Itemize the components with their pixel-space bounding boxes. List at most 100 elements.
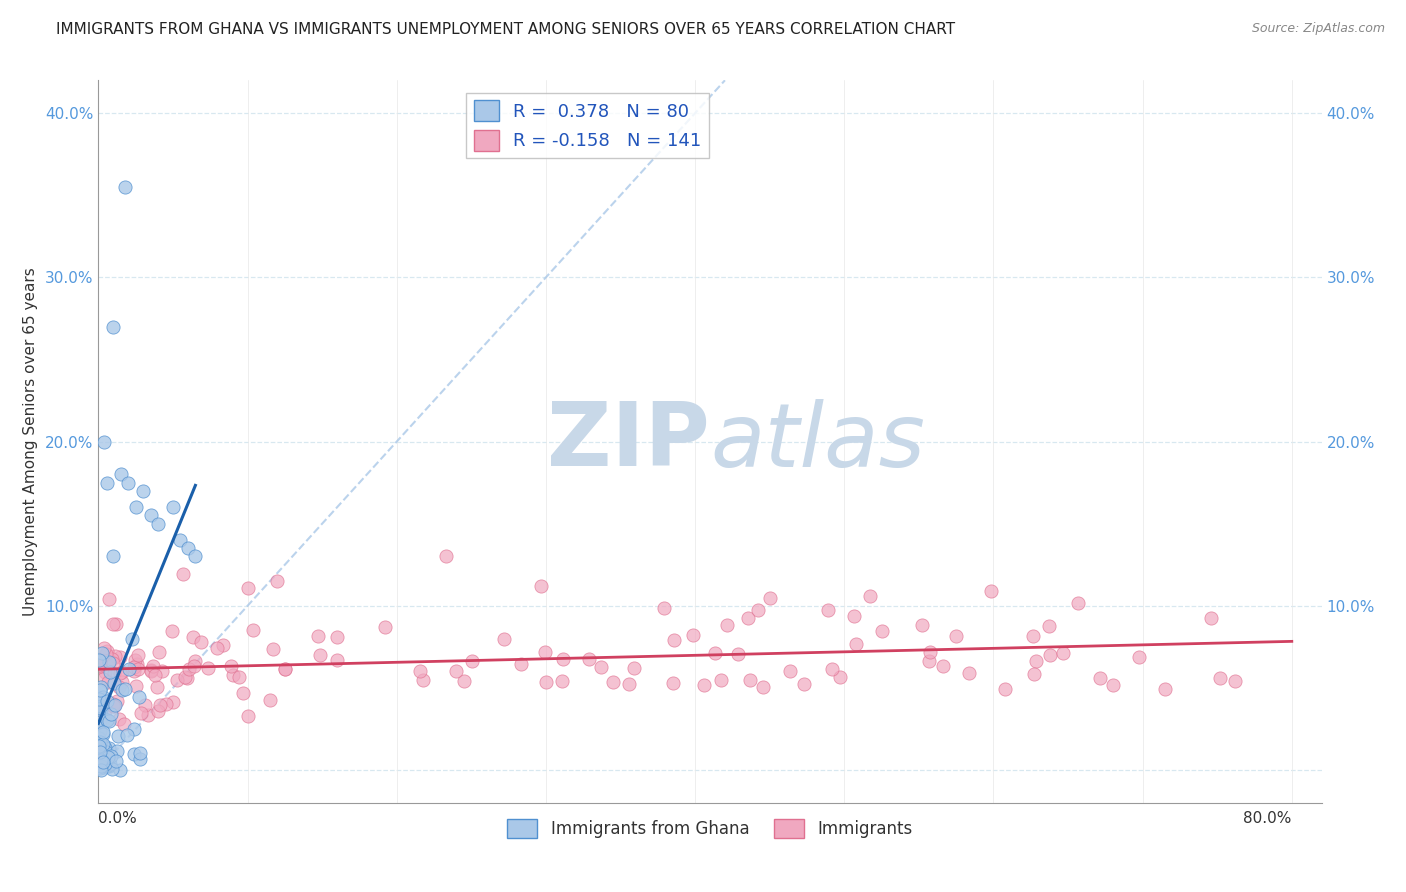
Point — [128, 690, 150, 705]
Point — [104, 617, 127, 632]
Point — [96, 759, 118, 773]
Point — [108, 763, 131, 777]
Point — [101, 698, 124, 713]
Point — [90, 698, 112, 713]
Point — [98, 756, 121, 771]
Point — [326, 630, 349, 644]
Point — [93, 760, 115, 774]
Point — [103, 665, 125, 680]
Point — [129, 752, 152, 766]
Point — [89, 692, 111, 706]
Point — [494, 632, 516, 646]
Point — [91, 755, 114, 769]
Point — [96, 713, 118, 727]
Point — [1209, 671, 1232, 685]
Point — [177, 662, 200, 676]
Point — [91, 756, 114, 771]
Point — [716, 618, 738, 632]
Point — [1128, 650, 1150, 665]
Point — [174, 670, 197, 684]
Point — [103, 319, 125, 334]
Point — [534, 675, 557, 690]
Point — [232, 686, 254, 700]
Text: 0.0%: 0.0% — [98, 811, 138, 826]
Point — [169, 533, 191, 547]
Point — [121, 632, 143, 647]
Point — [1052, 646, 1074, 660]
Point — [434, 549, 457, 564]
Text: ZIP: ZIP — [547, 398, 710, 485]
Point — [89, 761, 111, 775]
Point — [98, 714, 121, 728]
Point — [98, 656, 121, 670]
Point — [107, 712, 129, 726]
Point — [460, 654, 482, 668]
Point — [236, 709, 259, 723]
Text: 80.0%: 80.0% — [1243, 811, 1292, 826]
Point — [89, 682, 111, 697]
Point — [920, 645, 942, 659]
Point — [93, 640, 115, 655]
Point — [1022, 666, 1045, 681]
Point — [108, 666, 131, 681]
Point — [136, 707, 159, 722]
Point — [980, 583, 1002, 598]
Point — [662, 633, 685, 648]
Point — [1223, 674, 1246, 689]
Point — [90, 698, 112, 713]
Point — [90, 701, 112, 715]
Point — [93, 739, 115, 753]
Text: IMMIGRANTS FROM GHANA VS IMMIGRANTS UNEMPLOYMENT AMONG SENIORS OVER 65 YEARS COR: IMMIGRANTS FROM GHANA VS IMMIGRANTS UNEM… — [56, 22, 955, 37]
Point — [228, 670, 250, 684]
Point — [828, 670, 851, 684]
Point — [139, 663, 162, 677]
Point — [259, 692, 281, 706]
Point — [205, 641, 228, 656]
Text: atlas: atlas — [710, 399, 925, 484]
Point — [617, 676, 640, 690]
Point — [101, 762, 124, 776]
Point — [589, 659, 612, 673]
Point — [1154, 681, 1177, 696]
Point — [91, 743, 114, 757]
Point — [530, 579, 553, 593]
Point — [129, 746, 152, 760]
Point — [98, 665, 121, 679]
Point — [842, 609, 865, 624]
Point — [89, 745, 111, 759]
Point — [957, 666, 980, 681]
Point — [105, 754, 128, 768]
Point — [172, 566, 194, 581]
Point — [89, 658, 111, 673]
Point — [374, 620, 396, 634]
Point — [821, 662, 844, 676]
Point — [1090, 671, 1112, 685]
Point — [89, 747, 111, 761]
Point — [90, 759, 112, 773]
Point — [307, 629, 329, 643]
Point — [181, 630, 204, 644]
Point — [166, 673, 188, 687]
Point — [115, 728, 138, 742]
Point — [104, 698, 127, 713]
Point — [752, 680, 775, 694]
Point — [945, 629, 967, 643]
Point — [134, 698, 156, 712]
Point — [693, 678, 716, 692]
Point — [510, 657, 533, 672]
Point — [412, 673, 434, 687]
Point — [89, 724, 111, 739]
Point — [309, 648, 332, 663]
Point — [96, 644, 118, 658]
Point — [150, 664, 173, 678]
Point — [91, 646, 114, 660]
Point — [107, 730, 129, 744]
Point — [737, 611, 759, 625]
Point — [101, 697, 124, 711]
Point — [1022, 629, 1045, 643]
Point — [104, 649, 127, 664]
Point — [845, 637, 868, 651]
Point — [90, 654, 112, 668]
Point — [107, 681, 129, 695]
Point — [219, 658, 242, 673]
